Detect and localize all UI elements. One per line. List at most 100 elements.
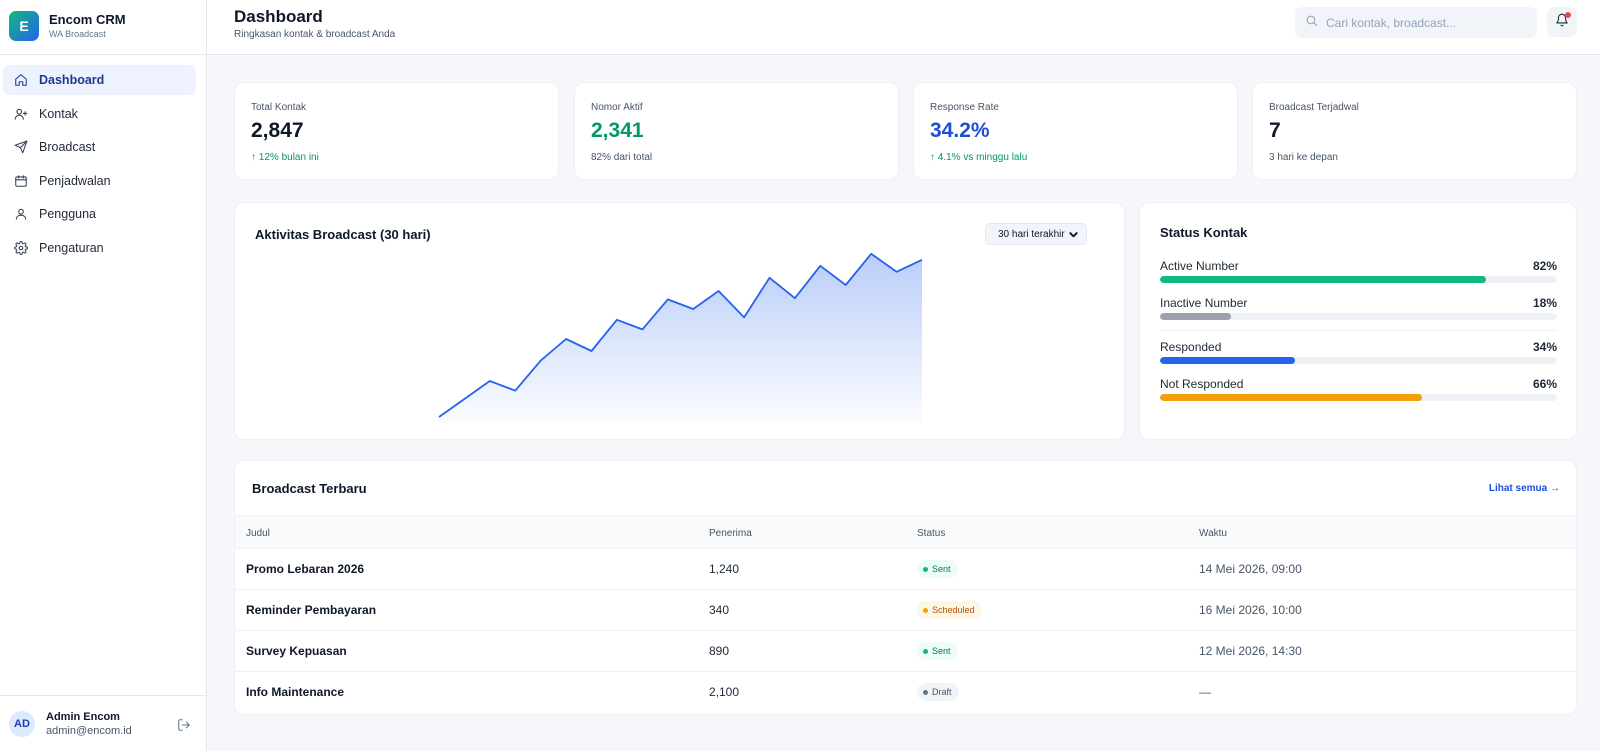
table-row[interactable]: Promo Lebaran 2026 1,240 Sent 14 Mei 202… [235,549,1576,590]
status-percent: 82% [1532,259,1557,273]
stat-card-total-kontak: Total Kontak 2,847 ↑ 12% bulan ini [234,82,559,180]
range-select[interactable]: 30 hari terakhir [985,223,1087,245]
status-percent: 66% [1532,377,1557,391]
sidebar-item-kontak[interactable]: Kontak [3,99,196,129]
user-name: Admin Encom [46,710,120,723]
sidebar-item-penjadwalan[interactable]: Penjadwalan [3,166,196,196]
status-label: Active Number [1160,259,1239,273]
user-profile: AD Admin Encom admin@encom.id [0,695,206,751]
brand-name: Encom CRM [49,12,126,27]
progress-fill [1160,313,1232,320]
page-title: Dashboard [234,7,323,26]
progress-fill [1160,357,1295,364]
broadcast-time: — [1199,685,1211,699]
table-title: Broadcast Terbaru [252,481,367,496]
sidebar-item-broadcast[interactable]: Broadcast [3,132,196,162]
status-label: Inactive Number [1160,296,1248,310]
column-header: Penerima [709,528,752,539]
recent-broadcast-card: Broadcast Terbaru Lihat semua → Judul Pe… [234,460,1577,715]
stat-note: 82% dari total [591,152,653,163]
broadcast-recipients: 890 [709,644,730,658]
sidebar-item-label: Dashboard [39,73,105,87]
divider [0,54,206,55]
stat-value: 2,341 [591,119,644,142]
logout-icon[interactable] [177,718,191,732]
sidebar-item-label: Broadcast [39,140,96,155]
chart-title: Aktivitas Broadcast (30 hari) [255,227,431,242]
gear-icon [13,240,29,256]
broadcast-recipients: 2,100 [709,685,740,699]
stat-label: Broadcast Terjadwal [1269,102,1359,113]
calendar-icon [13,173,29,189]
table-row[interactable]: Info Maintenance 2,100 Draft — [235,672,1576,713]
divider [1160,330,1557,331]
status-badge: Scheduled [917,601,982,619]
status-label: Responded [1160,340,1222,354]
chart-line [438,252,923,418]
user-email: admin@encom.id [46,724,132,737]
status-badge: Sent [917,560,958,578]
progress-fill [1160,276,1486,283]
brand[interactable]: E Encom CRM WA Broadcast [0,0,206,45]
bell-icon [1555,13,1569,32]
send-icon [13,139,29,155]
status-kontak-title: Status Kontak [1160,225,1248,240]
chart-area [439,253,922,423]
stat-note: ↑ 4.1% vs minggu lalu [930,152,1028,163]
broadcast-title: Promo Lebaran 2026 [246,562,365,576]
status-badge: Draft [917,683,959,701]
sidebar-item-label: Penjadwalan [39,173,111,188]
sidebar-item-label: Pengaturan [39,240,104,255]
stat-value: 34.2% [930,119,990,142]
sidebar-item-label: Kontak [39,106,78,121]
status-badge: Sent [917,642,958,660]
top-header: Dashboard Ringkasan kontak & broadcast A… [207,0,1600,55]
broadcast-recipients: 1,240 [709,562,740,576]
range-select-value: 30 hari terakhir [998,228,1065,240]
progress-track [1160,394,1557,401]
notification-button[interactable] [1547,7,1577,37]
status-percent: 18% [1532,296,1557,310]
avatar[interactable]: AD [9,710,35,737]
home-icon [13,72,29,88]
broadcast-time: 12 Mei 2026, 14:30 [1199,644,1302,658]
user-icon [13,206,29,222]
table-row[interactable]: Survey Kepuasan 890 Sent 12 Mei 2026, 14… [235,631,1576,672]
table-row[interactable]: Reminder Pembayaran 340 Scheduled 16 Mei… [235,590,1576,631]
stat-label: Nomor Aktif [591,102,643,113]
table-header: Judul Penerima Status Waktu [235,515,1576,549]
brand-logo: E [9,11,39,41]
stat-card-response-rate: Response Rate 34.2% ↑ 4.1% vs minggu lal… [913,82,1238,180]
stat-card-nomor-aktif: Nomor Aktif 2,341 82% dari total [574,82,899,180]
progress-track [1160,313,1557,320]
broadcast-time: 14 Mei 2026, 09:00 [1199,562,1302,576]
stat-value: 7 [1269,119,1281,142]
see-all-link[interactable]: Lihat semua → [1488,483,1560,494]
activity-chart-card: Aktivitas Broadcast (30 hari) 30 hari te… [234,202,1125,440]
page-subtitle: Ringkasan kontak & broadcast Anda [234,29,396,40]
sidebar-item-dashboard[interactable]: Dashboard [3,65,196,95]
sidebar-item-pengguna[interactable]: Pengguna [3,199,196,229]
column-header: Waktu [1199,528,1227,539]
broadcast-title: Info Maintenance [246,685,345,699]
broadcast-title: Reminder Pembayaran [246,603,377,617]
stat-value: 2,847 [251,119,304,142]
user-plus-icon [13,106,29,122]
status-kontak-card: Status Kontak Active Number 82% Inactive… [1139,202,1577,440]
stat-label: Response Rate [930,102,999,113]
broadcast-recipients: 340 [709,603,730,617]
broadcast-title: Survey Kepuasan [246,644,347,658]
search-box [1295,7,1537,38]
sidebar: E Encom CRM WA Broadcast Dashboard Konta… [0,0,207,751]
column-header: Judul [246,528,270,539]
stat-card-broadcast-terjadwal: Broadcast Terjadwal 7 3 hari ke depan [1252,82,1577,180]
status-label: Not Responded [1160,377,1244,391]
stat-label: Total Kontak [251,102,307,113]
stat-note: 3 hari ke depan [1269,152,1338,163]
brand-subtitle: WA Broadcast [49,29,106,39]
search-input[interactable] [1326,15,1526,30]
sidebar-item-pengaturan[interactable]: Pengaturan [3,233,196,263]
status-percent: 34% [1532,340,1557,354]
activity-chart [438,252,923,423]
stat-note: ↑ 12% bulan ini [251,152,319,163]
